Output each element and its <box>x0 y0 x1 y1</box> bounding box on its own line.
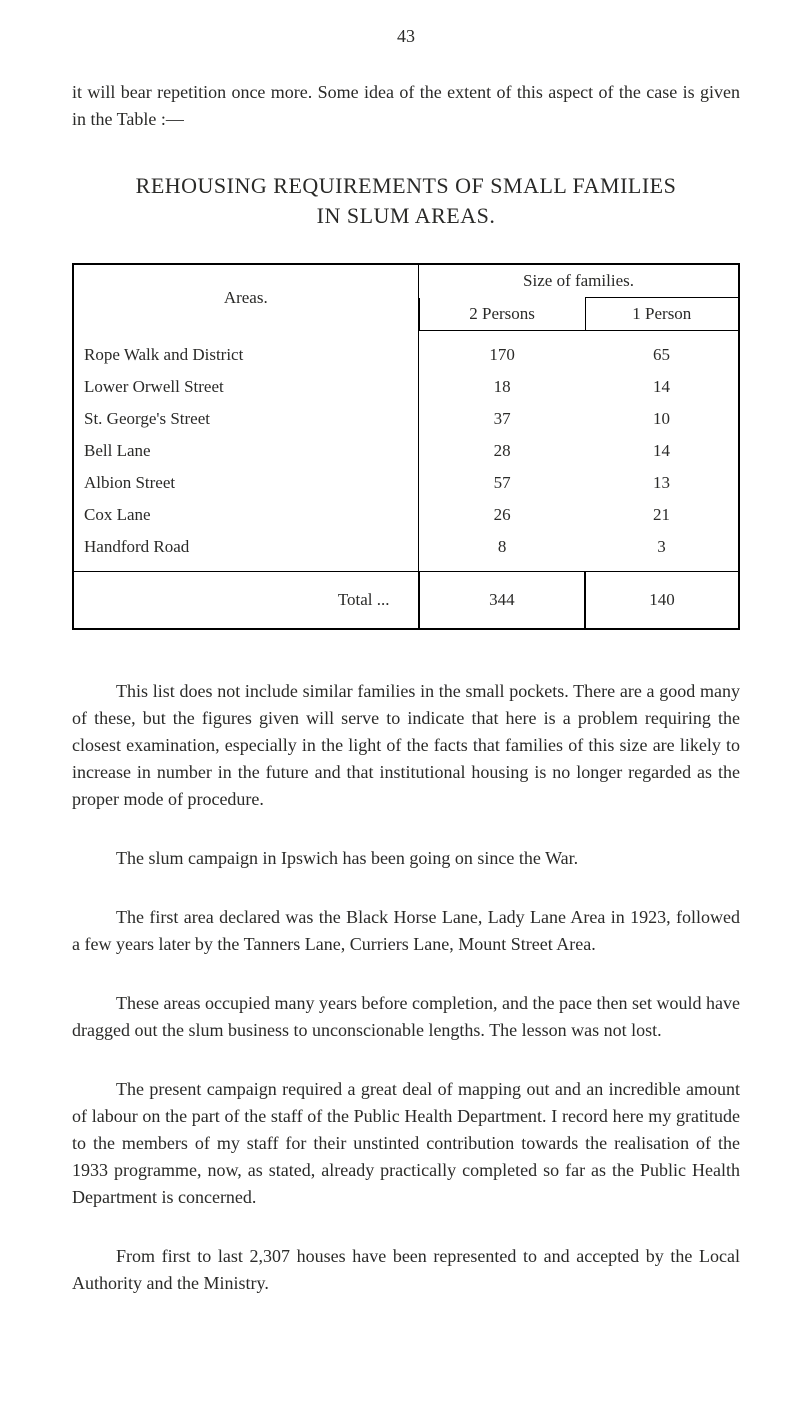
table-header-one-person: 1 Person <box>585 298 739 331</box>
cell-area: Albion Street <box>73 467 419 499</box>
table-row: Albion Street 57 13 <box>73 467 739 499</box>
intro-paragraph: it will bear repetition once more. Some … <box>72 79 740 133</box>
cell-two: 28 <box>419 435 586 467</box>
section-title-line2: IN SLUM AREAS. <box>72 203 740 229</box>
requirements-table: Areas. Size of families. 2 Persons 1 Per… <box>72 263 740 630</box>
cell-one: 14 <box>585 371 739 403</box>
table-row: Handford Road 8 3 <box>73 531 739 572</box>
table-header-size: Size of families. <box>419 264 739 298</box>
body-paragraph-2: The slum campaign in Ipswich has been go… <box>72 845 740 872</box>
cell-one: 3 <box>585 531 739 572</box>
total-one: 140 <box>585 572 739 630</box>
cell-two: 57 <box>419 467 586 499</box>
section-title-line1: REHOUSING REQUIREMENTS OF SMALL FAMILIES <box>72 173 740 199</box>
table-row: Rope Walk and District 170 65 <box>73 331 739 372</box>
table-row: Cox Lane 26 21 <box>73 499 739 531</box>
cell-area: Rope Walk and District <box>73 331 419 372</box>
cell-one: 13 <box>585 467 739 499</box>
cell-area: Cox Lane <box>73 499 419 531</box>
cell-area: Lower Orwell Street <box>73 371 419 403</box>
cell-one: 10 <box>585 403 739 435</box>
cell-one: 14 <box>585 435 739 467</box>
page-number: 43 <box>72 26 740 47</box>
cell-area: Handford Road <box>73 531 419 572</box>
cell-one: 21 <box>585 499 739 531</box>
cell-area: Bell Lane <box>73 435 419 467</box>
total-label: Total ... <box>73 572 419 630</box>
table-header-two-persons: 2 Persons <box>419 298 586 331</box>
body-paragraph-3: The first area declared was the Black Ho… <box>72 904 740 958</box>
cell-two: 8 <box>419 531 586 572</box>
total-two: 344 <box>419 572 586 630</box>
body-paragraph-4: These areas occupied many years before c… <box>72 990 740 1044</box>
cell-two: 37 <box>419 403 586 435</box>
table-header-areas: Areas. <box>73 264 419 331</box>
table-row: Bell Lane 28 14 <box>73 435 739 467</box>
cell-two: 170 <box>419 331 586 372</box>
table-row: St. George's Street 37 10 <box>73 403 739 435</box>
cell-two: 26 <box>419 499 586 531</box>
body-paragraph-1: This list does not include similar famil… <box>72 678 740 813</box>
body-paragraph-5: The present campaign required a great de… <box>72 1076 740 1211</box>
cell-area: St. George's Street <box>73 403 419 435</box>
table-total-row: Total ... 344 140 <box>73 572 739 630</box>
body-paragraph-6: From first to last 2,307 houses have bee… <box>72 1243 740 1297</box>
cell-two: 18 <box>419 371 586 403</box>
cell-one: 65 <box>585 331 739 372</box>
table-row: Lower Orwell Street 18 14 <box>73 371 739 403</box>
